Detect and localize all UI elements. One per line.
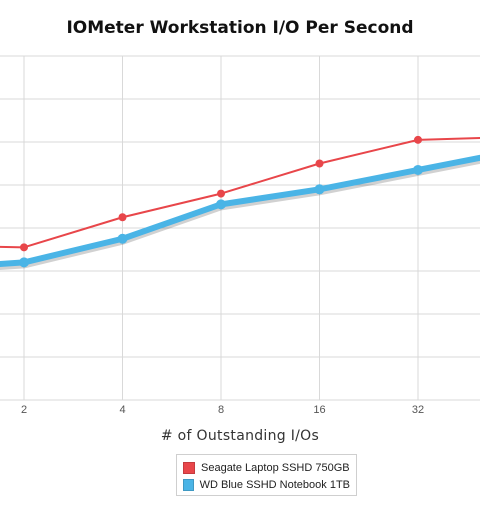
x-tick-label: 4 <box>119 404 126 416</box>
x-axis-label: # of Outstanding I/Os <box>160 428 320 444</box>
legend-swatch-wd-blue <box>183 478 194 491</box>
legend-item-seagate[interactable]: Seagate Laptop SSHD 750GB <box>183 459 350 476</box>
data-point-series-0[interactable] <box>217 189 225 198</box>
x-tick-label: 16 <box>313 404 326 416</box>
legend-swatch-seagate <box>183 461 195 474</box>
series-line-0 <box>0 136 480 249</box>
data-point-series-0[interactable] <box>118 213 127 222</box>
data-point-series-1[interactable] <box>314 184 325 195</box>
data-point-series-0[interactable] <box>20 243 28 252</box>
chart-title: IOMeter Workstation I/O Per Second <box>66 18 414 38</box>
x-tick-label: 8 <box>217 404 225 416</box>
grid-lines <box>0 55 480 401</box>
legend: Seagate Laptop SSHD 750GB WD Blue SSHD N… <box>176 454 357 496</box>
data-point-series-1[interactable] <box>19 257 29 268</box>
legend-item-wd-blue[interactable]: WD Blue SSHD Notebook 1TB <box>183 476 350 493</box>
series-line-1 <box>0 154 480 267</box>
data-point-series-1[interactable] <box>413 164 423 175</box>
series-layer <box>0 135 480 270</box>
data-point-series-1[interactable] <box>117 233 128 244</box>
x-tick-label: 2 <box>20 404 28 416</box>
data-point-series-0[interactable] <box>315 159 324 168</box>
legend-label-seagate: Seagate Laptop SSHD 750GB <box>201 461 350 474</box>
legend-label-wd-blue: WD Blue SSHD Notebook 1TB <box>199 478 350 491</box>
x-tick-label: 32 <box>411 404 425 416</box>
data-point-series-0[interactable] <box>414 135 422 144</box>
data-point-series-1[interactable] <box>216 199 226 210</box>
